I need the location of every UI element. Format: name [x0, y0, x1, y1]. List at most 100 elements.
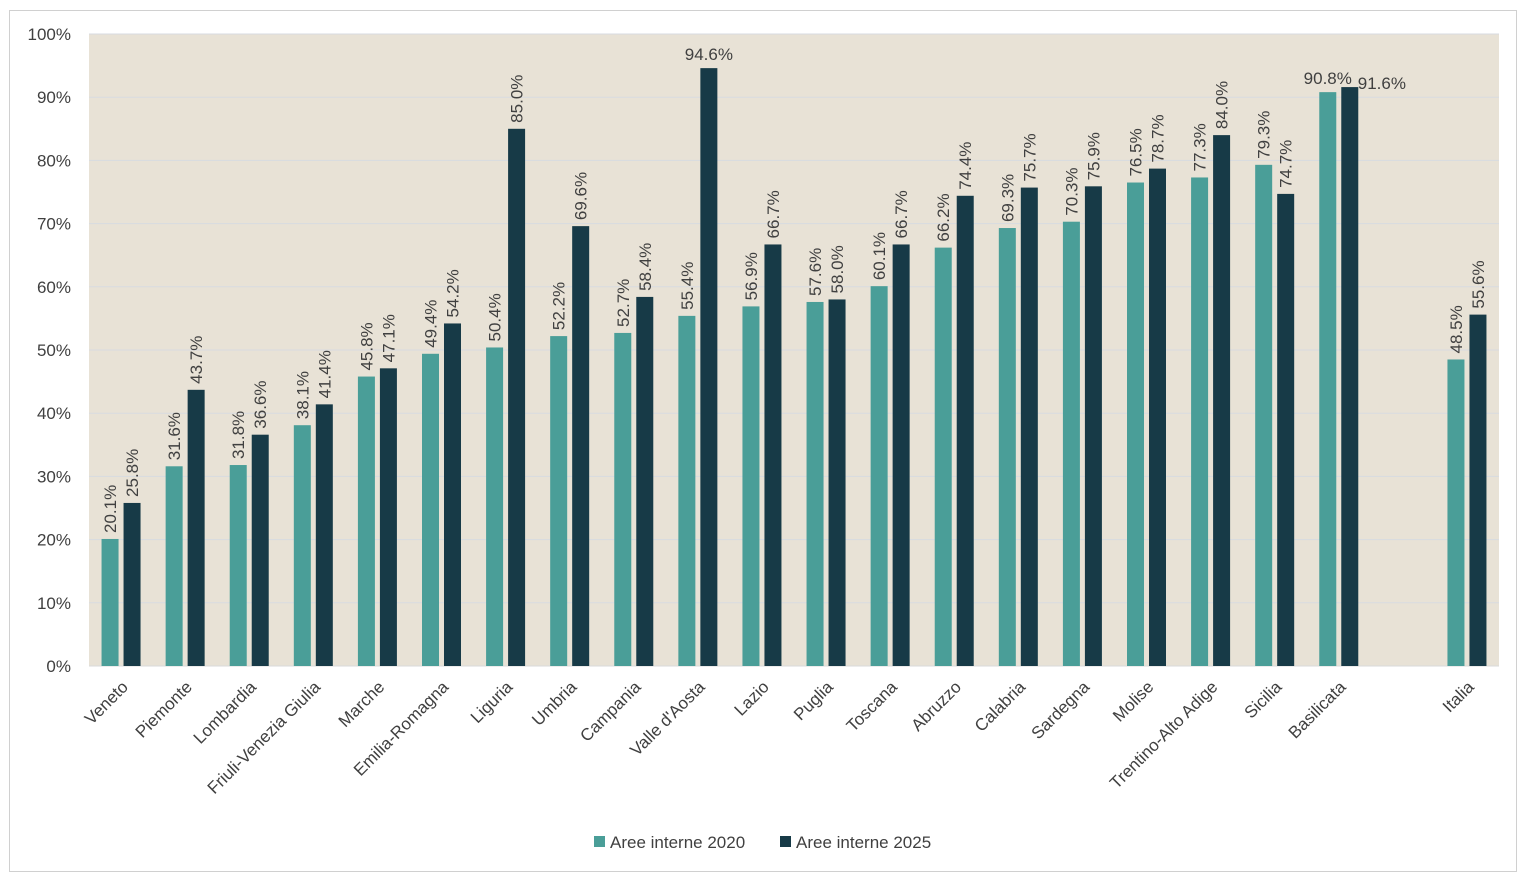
bar-2020 — [614, 332, 632, 666]
bar-2025 — [1469, 314, 1487, 666]
chart-frame: 0% 10% 20% 30% 40% 50% 60% 70% 80% 90% 100% 20.1% 2… — [9, 10, 1517, 872]
data-label: 55.6% — [1469, 260, 1488, 308]
data-label: 55.4% — [678, 262, 697, 310]
data-label: 91.6% — [1358, 74, 1406, 93]
data-label: 43.7% — [187, 336, 206, 384]
y-tick-label: 50% — [37, 341, 71, 360]
bar-2020 — [870, 286, 888, 666]
bar-2020 — [1127, 182, 1144, 666]
legend-swatch — [594, 836, 605, 847]
bar-2025 — [572, 226, 590, 667]
data-label: 52.2% — [550, 282, 569, 330]
bar-2020 — [1062, 221, 1080, 667]
data-label: 69.3% — [998, 174, 1017, 222]
y-tick-label: 10% — [37, 594, 71, 613]
data-label: 25.8% — [123, 449, 142, 497]
data-label: 76.5% — [1127, 128, 1146, 176]
data-label: 54.2% — [444, 269, 463, 317]
bar-2020 — [998, 228, 1016, 667]
x-category-label: Sicilia — [1241, 677, 1286, 722]
data-label: 31.6% — [165, 412, 184, 460]
x-category-label: Liguria — [467, 677, 517, 727]
x-category-label: Puglia — [790, 677, 837, 724]
bar-2025 — [1084, 186, 1102, 666]
x-category-label: Italia — [1439, 677, 1478, 716]
x-category-label: Marche — [335, 677, 389, 731]
data-label: 84.0% — [1213, 81, 1232, 129]
x-category-label: Lazio — [731, 677, 773, 719]
y-tick-label: 70% — [37, 215, 71, 234]
bar-2025 — [187, 389, 205, 666]
data-label: 69.6% — [572, 172, 591, 220]
bar-2020 — [678, 315, 696, 666]
x-category-label: Veneto — [81, 677, 132, 728]
data-label: 47.1% — [379, 314, 398, 362]
bar-2020 — [293, 425, 311, 666]
bar-2025 — [444, 323, 461, 666]
data-label: 38.1% — [293, 371, 312, 419]
y-tick-label: 60% — [37, 278, 71, 297]
data-label: 31.8% — [229, 411, 248, 459]
bar-2020 — [1447, 359, 1465, 666]
bar-2025 — [764, 244, 782, 666]
x-category-label: Friuli-Venezia Giulia — [204, 677, 325, 798]
data-label: 48.5% — [1447, 305, 1466, 353]
bar-2020 — [550, 336, 568, 666]
legend-label: Aree interne 2020 — [610, 833, 745, 852]
data-label: 56.9% — [742, 252, 761, 300]
data-label: 49.4% — [422, 300, 441, 348]
bar-2020 — [1319, 92, 1337, 667]
data-label: 78.7% — [1149, 114, 1168, 162]
data-label: 50.4% — [486, 293, 505, 341]
x-category-label: Calabria — [971, 677, 1030, 736]
bar-2020 — [486, 347, 504, 666]
bar-2025 — [892, 244, 910, 666]
bar-2025 — [251, 434, 269, 666]
x-category-label: Molise — [1109, 677, 1157, 725]
data-label: 77.3% — [1191, 123, 1210, 171]
data-label: 45.8% — [357, 322, 376, 370]
x-category-label: Abruzzo — [908, 677, 966, 735]
data-label: 41.4% — [315, 350, 334, 398]
bar-2025 — [1213, 135, 1231, 666]
legend-swatch — [780, 836, 791, 847]
x-category-label: Toscana — [843, 677, 902, 736]
bar-2025 — [700, 68, 718, 667]
x-category-label: Umbria — [528, 677, 581, 730]
data-label: 70.3% — [1062, 168, 1081, 216]
bar-2020 — [422, 353, 439, 666]
bar-2025 — [1341, 87, 1359, 666]
y-tick-label: 90% — [37, 88, 71, 107]
data-label: 66.2% — [934, 193, 953, 241]
y-tick-label: 40% — [37, 404, 71, 423]
data-label: 52.7% — [614, 279, 633, 327]
bar-2025 — [508, 128, 526, 667]
bar-2020 — [806, 301, 824, 666]
bar-2025 — [315, 404, 333, 666]
data-label: 74.4% — [956, 142, 975, 190]
data-label: 58.0% — [828, 245, 847, 293]
bar-2020 — [934, 247, 952, 666]
bar-2020 — [101, 538, 119, 666]
bar-2025 — [956, 195, 974, 667]
y-tick-label: 100% — [28, 25, 71, 44]
bar-2025 — [1020, 187, 1038, 667]
x-category-label: Piemonte — [132, 677, 196, 741]
legend: Aree interne 2020 Aree interne 2025 — [594, 833, 931, 852]
y-tick-label: 20% — [37, 531, 71, 550]
data-label: 79.3% — [1255, 111, 1274, 159]
bar-2020 — [165, 466, 183, 666]
bar-2025 — [1277, 193, 1295, 666]
data-label: 75.7% — [1020, 133, 1039, 181]
data-label: 74.7% — [1277, 140, 1296, 188]
data-label: 36.6% — [251, 380, 270, 428]
bar-2020 — [742, 306, 760, 666]
legend-label: Aree interne 2025 — [796, 833, 931, 852]
bar-2025 — [1149, 168, 1166, 666]
bar-2025 — [636, 296, 654, 666]
data-label: 94.6% — [685, 45, 733, 64]
y-tick-label: 30% — [37, 467, 71, 486]
bar-2025 — [828, 299, 846, 666]
y-tick-label: 0% — [46, 657, 71, 676]
bar-2020 — [1255, 164, 1273, 666]
